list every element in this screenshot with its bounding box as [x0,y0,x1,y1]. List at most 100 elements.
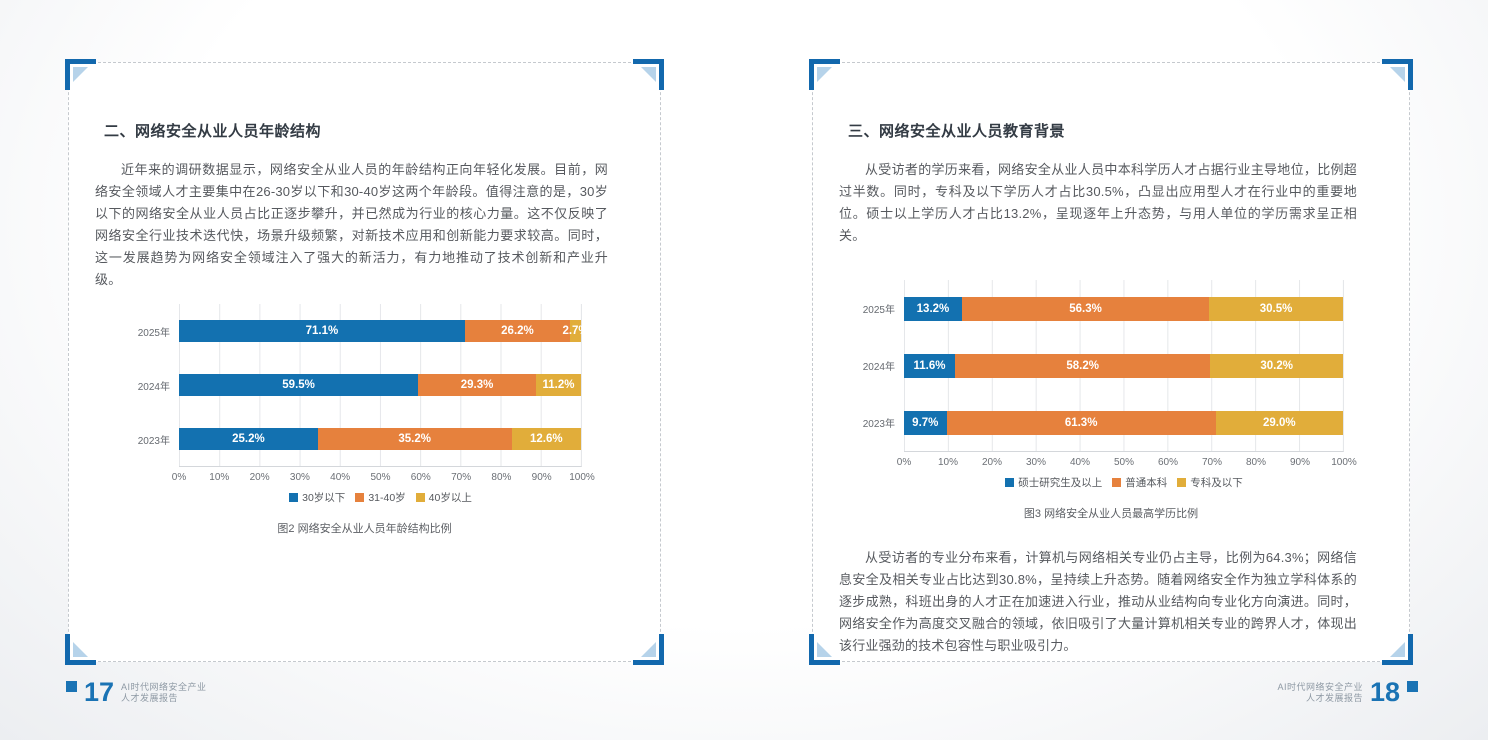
axis-tick-label: 40% [1069,457,1091,468]
corner-bracket-icon [809,634,840,665]
bar-segment: 30.5% [1209,296,1343,321]
legend-label: 40岁以上 [428,492,472,504]
legend-swatch-icon [289,493,299,502]
bar-segment: 59.5% [179,374,419,396]
legend-item: 专科及以下 [1177,475,1243,490]
bar-segment: 30.2% [1210,353,1343,378]
corner-bracket-icon [1382,59,1413,90]
axis-tick-label: 10% [937,457,959,468]
chart-legend: 30岁以下 31-40岁 40岁以上 [179,490,582,505]
axis-tick-label: 10% [209,472,230,483]
paragraph-major-distribution: 从受访者的专业分布来看，计算机与网络相关专业仍占主导，比例为64.3%；网络信息… [839,550,1357,653]
footer-title-line1: AI时代网络安全产业 [121,682,207,692]
axis-tick-label: 60% [1157,457,1179,468]
bar-segment: 13.2% [904,296,962,321]
axis-tick-label: 30% [1025,457,1047,468]
category-label: 2023年 [862,419,895,430]
paragraph-age-structure: 近年来的调研数据显示，网络安全从业人员的年龄结构正向年轻化发展。目前，网络安全领… [95,162,608,287]
figure-caption: 图3 网络安全从业人员最高学历比例 [1023,508,1199,520]
bar-segment: 25.2% [179,428,318,450]
bar-segment: 11.2% [535,374,581,396]
axis-tick-label: 80% [491,472,512,483]
category-label: 2024年 [137,381,170,393]
bar-segment: 12.6% [511,428,581,450]
legend-swatch-icon [1112,478,1122,487]
footer-title-line1: AI时代网络安全产业 [1277,682,1363,692]
bar-segment: 26.2% [464,320,571,342]
chart-category-labels: 2025年 2024年 2023年 [99,304,179,467]
legend-label: 30岁以下 [302,492,346,504]
category-label: 2023年 [137,435,170,447]
footer-right: AI时代网络安全产业 人才发展报告 18 [1277,677,1418,707]
legend-item: 40岁以上 [415,490,472,505]
page-number-left: 17 [84,677,115,707]
legend-label: 31-40岁 [368,492,406,504]
stacked-bar: 59.5% 29.3% 11.2% [179,374,581,396]
chart-row: 25.2% 35.2% 12.6% [179,412,581,466]
axis-tick-label: 20% [249,472,270,483]
corner-bracket-icon [633,59,664,90]
footer-square-icon [1407,681,1418,692]
bar-segment: 56.3% [961,296,1210,321]
legend-item: 硕士研究生及以上 [1005,475,1102,490]
stacked-bar: 25.2% 35.2% 12.6% [179,428,581,450]
paragraph-education-intro: 从受访者的学历来看，网络安全从业人员中本科学历人才占据行业主导地位，比例超过半数… [839,162,1357,243]
category-label: 2024年 [862,362,895,373]
chart-axis-row: 0% 10% 20% 30% 40% 50% 60% 70% 80% 90% 100% [833,452,1357,469]
stacked-bar: 71.1% 26.2% 2.7% [179,320,589,342]
legend-swatch-icon [355,493,365,502]
axis-tick-label: 100% [569,472,595,483]
corner-bracket-icon [65,634,96,665]
chart-row: 9.7% 61.3% 29.0% [904,394,1343,451]
corner-bracket-icon [633,634,664,665]
chart-axis-row: 0% 10% 20% 30% 40% 50% 60% 70% 80% 90% 100% [99,467,595,484]
axis-tick-label: 30% [289,472,310,483]
bar-segment: 58.2% [954,353,1211,378]
legend-swatch-icon [1177,478,1187,487]
legend-item: 31-40岁 [355,490,406,505]
footer-report-title: AI时代网络安全产业 人才发展报告 [121,682,207,704]
legend-swatch-icon [1005,478,1015,487]
chart-plot-area: 2025年 2024年 2023年 71.1% 26.2% 2.7% 59.5% 29.3% 1… [99,304,589,467]
chart-category-labels: 2025年 2024年 2023年 [833,280,904,452]
figure-age-structure-chart: 2025年 2024年 2023年 71.1% 26.2% 2.7% 59.5% 29.3% 1… [69,304,660,505]
stacked-bar: 11.6% 58.2% 30.2% [904,353,1343,378]
axis-tick-label: 50% [370,472,391,483]
corner-bracket-icon [65,59,96,90]
page-number-right: 18 [1369,677,1400,707]
category-label: 2025年 [862,305,895,316]
x-axis: 0% 10% 20% 30% 40% 50% 60% 70% 80% 90% 100% [897,452,1357,469]
figure-caption: 图2 网络安全从业人员年龄结构比例 [277,523,452,535]
axis-tick-label: 0% [896,457,912,468]
axis-tick-label: 50% [1113,457,1135,468]
bar-segment: 61.3% [946,410,1216,435]
x-axis: 0% 10% 20% 30% 40% 50% 60% 70% 80% 90% 100% [172,467,595,484]
legend-label: 硕士研究生及以上 [1018,477,1103,489]
chart-grid: 13.2% 56.3% 30.5% 11.6% 58.2% 30.2% 9.7% 61.3% 2… [904,280,1344,452]
axis-tick-label: 0% [171,472,187,483]
chart-row: 71.1% 26.2% 2.7% [179,304,589,358]
axis-tick-label: 90% [1289,457,1311,468]
figure-education-chart: 2025年 2024年 2023年 13.2% 56.3% 30.5% 11.6% 58.2%… [813,280,1409,490]
axis-tick-label: 90% [531,472,552,483]
axis-tick-label: 100% [1331,457,1357,468]
footer-left: 17 AI时代网络安全产业 人才发展报告 [66,677,207,707]
axis-tick-label: 20% [981,457,1003,468]
axis-tick-label: 70% [451,472,472,483]
footer-square-icon [66,681,77,692]
bar-segment: 35.2% [317,428,512,450]
legend-label: 普通本科 [1125,477,1168,489]
bar-segment: 29.0% [1215,410,1343,435]
section-title-education-background: 三、网络安全从业人员教育背景 [848,123,1066,140]
stacked-bar: 9.7% 61.3% 29.0% [904,410,1343,435]
footer-title-line2: 人才发展报告 [121,693,179,703]
legend-label: 专科及以下 [1190,477,1243,489]
stacked-bar: 13.2% 56.3% 30.5% [904,296,1343,321]
legend-swatch-icon [415,493,425,502]
axis-spacer [99,467,179,484]
axis-tick-label: 80% [1245,457,1267,468]
chart-row: 11.6% 58.2% 30.2% [904,337,1343,394]
corner-bracket-icon [1382,634,1413,665]
chart-row: 59.5% 29.3% 11.2% [179,358,581,412]
footer-report-title: AI时代网络安全产业 人才发展报告 [1277,682,1363,704]
